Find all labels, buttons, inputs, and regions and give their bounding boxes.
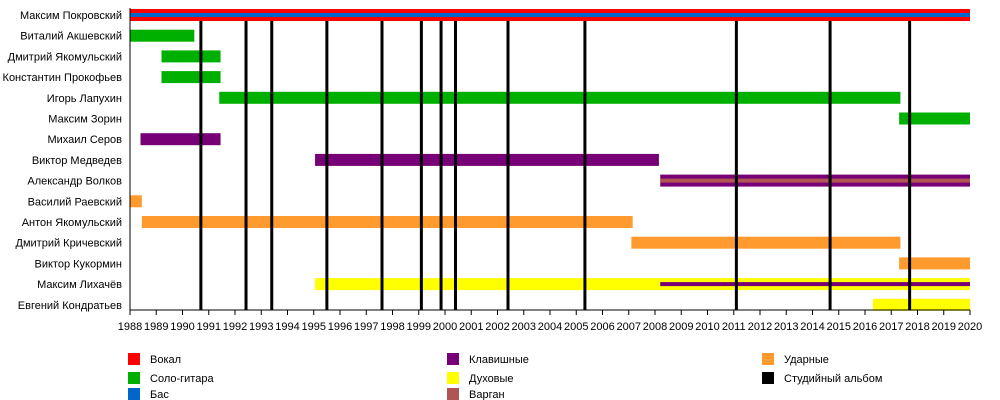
legend-label-keys: Клавишные bbox=[469, 354, 529, 366]
bar-drums bbox=[631, 236, 901, 249]
legend-label-guitar: Соло-гитара bbox=[150, 373, 214, 385]
x-tick-label: 2010 bbox=[695, 321, 719, 333]
x-tick-label: 1996 bbox=[328, 321, 352, 333]
bar-keys bbox=[315, 153, 659, 166]
legend-swatch-bass bbox=[128, 388, 140, 400]
x-tick-label: 2014 bbox=[800, 321, 824, 333]
legend-swatch-guitar bbox=[128, 372, 140, 384]
member-label: Антон Якомульский bbox=[22, 217, 122, 229]
bar-keys bbox=[660, 282, 970, 287]
member-label: Михаил Серов bbox=[47, 134, 122, 146]
x-tick-label: 2005 bbox=[564, 321, 588, 333]
bar-drums bbox=[899, 257, 970, 270]
x-tick-label: 1995 bbox=[302, 321, 326, 333]
x-tick-label: 2013 bbox=[774, 321, 798, 333]
legend-label-bass: Бас bbox=[150, 389, 169, 400]
x-tick-label: 2012 bbox=[748, 321, 772, 333]
x-tick-label: 1989 bbox=[144, 321, 168, 333]
member-label: Максим Зорин bbox=[48, 114, 122, 126]
x-tick-label: 2015 bbox=[827, 321, 851, 333]
x-tick-label: 2000 bbox=[433, 321, 457, 333]
legend-label-varg: Варган bbox=[469, 389, 505, 400]
legend-swatch-album bbox=[762, 372, 774, 384]
legend-swatch-keys bbox=[447, 353, 459, 365]
x-tick-label: 1993 bbox=[249, 321, 273, 333]
x-tick-label: 1998 bbox=[380, 321, 404, 333]
member-label: Виталий Акшевский bbox=[20, 31, 122, 43]
x-tick-label: 1988 bbox=[118, 321, 142, 333]
bar-winds bbox=[872, 298, 970, 311]
x-tick-label: 2003 bbox=[512, 321, 536, 333]
x-tick-label: 2017 bbox=[879, 321, 903, 333]
x-tick-label: 2008 bbox=[643, 321, 667, 333]
bar-drums bbox=[130, 195, 142, 208]
x-tick-label: 2009 bbox=[669, 321, 693, 333]
x-tick-label: 2011 bbox=[722, 321, 746, 333]
member-label: Виктор Кукормин bbox=[35, 258, 122, 270]
legend-swatch-varg bbox=[447, 388, 459, 400]
x-tick-label: 2006 bbox=[590, 321, 614, 333]
legend-label-drums: Ударные bbox=[784, 354, 829, 366]
x-tick-label: 2001 bbox=[459, 321, 483, 333]
legend-swatch-drums bbox=[762, 353, 774, 365]
member-label: Василий Раевский bbox=[28, 196, 122, 208]
x-tick-label: 2002 bbox=[485, 321, 509, 333]
x-tick-label: 2020 bbox=[958, 321, 982, 333]
legend-label-winds: Духовые bbox=[469, 373, 514, 385]
bar-varg bbox=[660, 178, 970, 183]
member-label: Максим Лихачёв bbox=[37, 279, 122, 291]
x-tick-label: 1997 bbox=[354, 321, 378, 333]
x-tick-label: 2007 bbox=[617, 321, 641, 333]
legend-swatch-winds bbox=[447, 372, 459, 384]
bar-winds bbox=[315, 278, 970, 291]
x-tick-label: 1999 bbox=[407, 321, 431, 333]
bar-guitar bbox=[161, 71, 221, 84]
member-label: Константин Прокофьев bbox=[3, 72, 123, 84]
member-label: Максим Покровский bbox=[20, 10, 122, 22]
x-tick-label: 2019 bbox=[932, 321, 956, 333]
x-tick-label: 2016 bbox=[853, 321, 877, 333]
x-tick-label: 2018 bbox=[905, 321, 929, 333]
member-label: Александр Волков bbox=[27, 176, 122, 188]
x-tick-label: 1990 bbox=[170, 321, 194, 333]
legend-label-vocal: Вокал bbox=[150, 354, 181, 366]
member-label: Дмитрий Кричевский bbox=[16, 238, 123, 250]
x-tick-label: 2004 bbox=[538, 321, 562, 333]
x-tick-label: 1994 bbox=[275, 321, 299, 333]
bar-guitar bbox=[899, 112, 970, 125]
bar-guitar bbox=[219, 91, 901, 104]
legend-label-album: Студийный альбом bbox=[784, 373, 882, 385]
member-label: Евгений Кондратьев bbox=[18, 300, 122, 312]
member-label: Виктор Медведев bbox=[32, 155, 122, 167]
bar-drums bbox=[141, 216, 633, 228]
bar-keys bbox=[140, 133, 221, 146]
bar-guitar bbox=[161, 50, 221, 63]
member-label: Игорь Лапухин bbox=[47, 93, 122, 105]
bar-bass bbox=[130, 13, 970, 17]
bar-guitar bbox=[130, 29, 195, 42]
member-label: Дмитрий Якомульский bbox=[8, 51, 122, 63]
x-tick-label: 1991 bbox=[197, 321, 221, 333]
x-tick-label: 1992 bbox=[223, 321, 247, 333]
legend-swatch-vocal bbox=[128, 353, 140, 365]
